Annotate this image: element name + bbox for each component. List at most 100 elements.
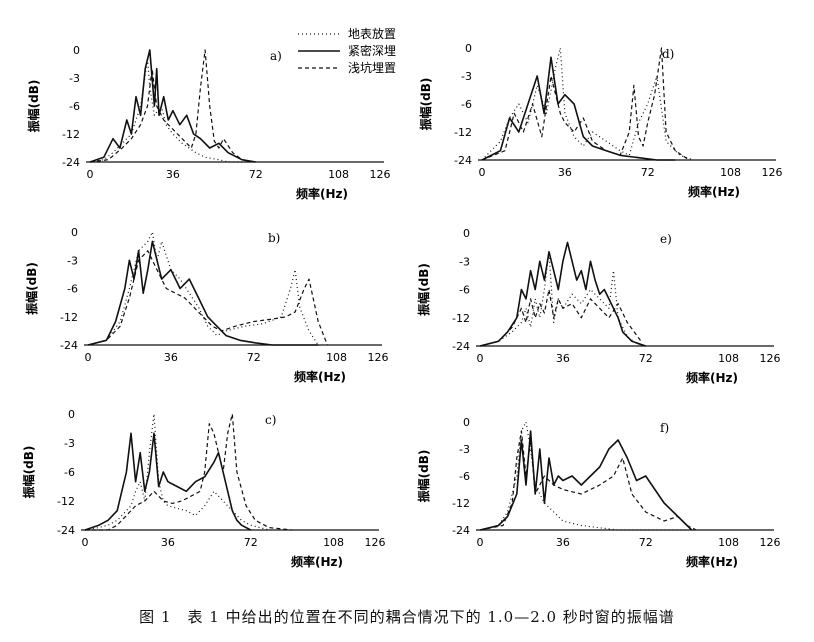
x-tick-label: 108: [718, 536, 739, 549]
figure-caption: 图 1 表 1 中给出的位置在不同的耦合情况下的 1.0—2.0 秒时窗的振幅谱: [139, 608, 675, 626]
x-tick-label: 0: [477, 536, 484, 549]
chart-panel-e: 0 -3 -6 -12 -24 0 36 72 108 126 频率(Hz) 振幅(dB) e): [416, 227, 781, 385]
series-line: [84, 413, 270, 531]
y-tick-label: -6: [461, 98, 472, 111]
y-tick-label: 0: [465, 42, 472, 55]
panel-label: c): [265, 413, 276, 427]
series-line: [479, 421, 688, 531]
y-tick-label: -24: [454, 154, 472, 167]
y-tick-label: -6: [69, 100, 80, 113]
y-tick-label: -12: [452, 312, 470, 325]
chart-panel-a: 0 -3 -6 -12 -24 0 36 72 108 126 频率(Hz) 振幅(dB) a): [26, 44, 391, 201]
x-tick-label: 72: [641, 166, 655, 179]
y-axis-label: 振幅(dB): [416, 450, 431, 503]
y-tick-label: -24: [57, 524, 75, 537]
chart-panel-d: 0 -3 -6 -12 -24 0 36 72 108 126 频率(Hz) 振幅(dB) d): [418, 42, 783, 199]
x-tick-label: 126: [760, 536, 781, 549]
x-tick-label: 126: [760, 352, 781, 365]
y-tick-label: -3: [459, 255, 470, 268]
x-tick-label: 108: [720, 166, 741, 179]
y-axis-label: 振幅(dB): [24, 262, 39, 315]
x-tick-label: 72: [249, 168, 263, 181]
x-tick-label: 72: [247, 351, 261, 364]
y-tick-label: -24: [452, 524, 470, 537]
y-tick-label: 0: [68, 408, 75, 421]
y-tick-label: -3: [461, 70, 472, 83]
series-line: [481, 47, 690, 161]
series-line: [89, 49, 256, 163]
x-tick-label: 0: [85, 351, 92, 364]
x-tick-label: 108: [326, 351, 347, 364]
series-line: [479, 430, 697, 531]
chart-panel-b: 0 -3 -6 -12 -24 0 36 72 108 126 频率(Hz) 振幅(dB) b): [24, 226, 389, 384]
series-line: [87, 231, 319, 346]
x-tick-label: 108: [718, 352, 739, 365]
y-tick-label: -12: [454, 126, 472, 139]
y-tick-label: 0: [73, 44, 80, 57]
x-tick-label: 36: [166, 168, 180, 181]
x-axis-label: 频率(Hz): [294, 369, 346, 384]
series-line: [479, 241, 646, 347]
y-axis-label: 振幅(dB): [26, 80, 41, 133]
series-line: [481, 47, 694, 161]
y-tick-label: -6: [459, 470, 470, 483]
legend-label: 紧密深埋: [348, 43, 396, 58]
x-axis-label: 频率(Hz): [686, 370, 738, 385]
y-tick-label: 0: [463, 227, 470, 240]
y-tick-label: -24: [62, 156, 80, 169]
panel-label: e): [660, 232, 672, 246]
x-axis-label: 频率(Hz): [296, 186, 348, 201]
y-tick-label: -24: [452, 340, 470, 353]
x-tick-label: 72: [244, 536, 258, 549]
series-line: [85, 413, 293, 531]
panel-label: a): [270, 49, 282, 63]
series-line: [481, 56, 676, 161]
y-tick-label: -6: [64, 466, 75, 479]
y-tick-label: -6: [67, 283, 78, 296]
panel-label: f): [660, 421, 669, 435]
x-tick-label: 108: [328, 168, 349, 181]
x-tick-label: 72: [639, 536, 653, 549]
panel-label: b): [268, 231, 280, 245]
series-line: [479, 251, 646, 347]
x-axis-label: 频率(Hz): [291, 554, 343, 569]
y-tick-label: -3: [459, 443, 470, 456]
series-line: [84, 432, 252, 531]
y-tick-label: -12: [62, 128, 80, 141]
series-line: [89, 58, 256, 163]
legend-label: 地表放置: [348, 26, 396, 41]
x-tick-label: 126: [762, 166, 783, 179]
chart-panel-f: 0 -3 -6 -12 -24 0 36 72 108 126 频率(Hz) 振幅(dB) f): [416, 416, 781, 569]
y-axis-label: 振幅(dB): [21, 446, 36, 499]
y-tick-label: -12: [60, 311, 78, 324]
x-axis-label: 频率(Hz): [686, 554, 738, 569]
y-tick-label: -3: [64, 437, 75, 450]
x-tick-label: 126: [365, 536, 386, 549]
x-tick-label: 126: [370, 168, 391, 181]
x-tick-label: 36: [558, 166, 572, 179]
series-line: [479, 430, 693, 531]
y-tick-label: -3: [67, 254, 78, 267]
y-tick-label: -24: [60, 339, 78, 352]
y-tick-label: -6: [459, 284, 470, 297]
x-axis-label: 频率(Hz): [688, 184, 740, 199]
legend-label: 浅坑埋置: [348, 60, 396, 75]
y-axis-label: 振幅(dB): [416, 263, 431, 316]
panel-label: d): [662, 47, 674, 61]
series-line: [89, 49, 256, 163]
x-tick-label: 72: [639, 352, 653, 365]
y-tick-label: -12: [57, 495, 75, 508]
series-line: [479, 288, 642, 347]
chart-panel-c: 0 -3 -6 -12 -24 0 36 72 108 126 频率(Hz) 振幅(dB) c): [21, 408, 386, 569]
x-tick-label: 0: [82, 536, 89, 549]
y-axis-label: 振幅(dB): [418, 78, 433, 131]
x-tick-label: 0: [477, 352, 484, 365]
y-tick-label: 0: [71, 226, 78, 239]
series-line: [87, 250, 328, 346]
y-tick-label: -12: [452, 497, 470, 510]
x-tick-label: 36: [161, 536, 175, 549]
x-tick-label: 0: [87, 168, 94, 181]
x-tick-label: 36: [556, 352, 570, 365]
